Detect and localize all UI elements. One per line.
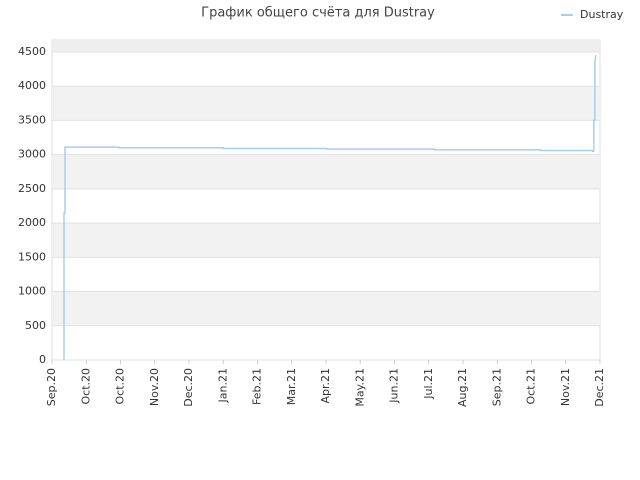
- grid-band: [52, 291, 600, 326]
- x-tick-label: Dec.21: [593, 368, 606, 407]
- x-tick-label: May.21: [353, 368, 366, 407]
- y-tick-label: 1000: [18, 285, 46, 298]
- data-line: [63, 55, 597, 360]
- y-tick-label: 4500: [18, 45, 46, 58]
- y-tick-label: 1500: [18, 250, 46, 263]
- y-tick-label: 3500: [18, 113, 46, 126]
- x-tick-label: Nov.21: [559, 368, 572, 406]
- x-tick-label: Oct.20: [114, 368, 127, 405]
- y-tick-label: 0: [39, 353, 46, 366]
- x-tick-label: Dec.20: [182, 368, 195, 407]
- y-tick-label: 500: [25, 319, 46, 332]
- grid-band: [52, 223, 600, 258]
- x-tick-label: Oct.21: [525, 368, 538, 405]
- grid-band: [52, 154, 600, 189]
- x-tick-label: Jun.21: [388, 368, 401, 404]
- y-tick-label: 3000: [18, 148, 46, 161]
- legend-label: Dustray: [580, 8, 624, 21]
- x-tick-label: Oct.20: [79, 368, 92, 405]
- x-tick-label: Mar.21: [285, 368, 298, 405]
- x-tick-label: Jul.21: [422, 368, 435, 400]
- chart-title: График общего счёта для Dustray: [201, 6, 435, 21]
- y-tick-label: 4000: [18, 79, 46, 92]
- grid-band: [52, 86, 600, 121]
- x-tick-label: Jan.21: [216, 368, 229, 403]
- x-tick-label: Apr.21: [319, 368, 332, 404]
- x-tick-label: Sep.20: [45, 368, 58, 406]
- x-tick-label: Feb.21: [251, 368, 264, 405]
- x-tick-label: Nov.20: [148, 368, 161, 406]
- y-tick-label: 2000: [18, 216, 46, 229]
- grid-band: [52, 40, 600, 52]
- x-tick-label: Aug.21: [456, 368, 469, 407]
- y-tick-label: 2500: [18, 182, 46, 195]
- x-tick-label: Sep.21: [490, 368, 503, 406]
